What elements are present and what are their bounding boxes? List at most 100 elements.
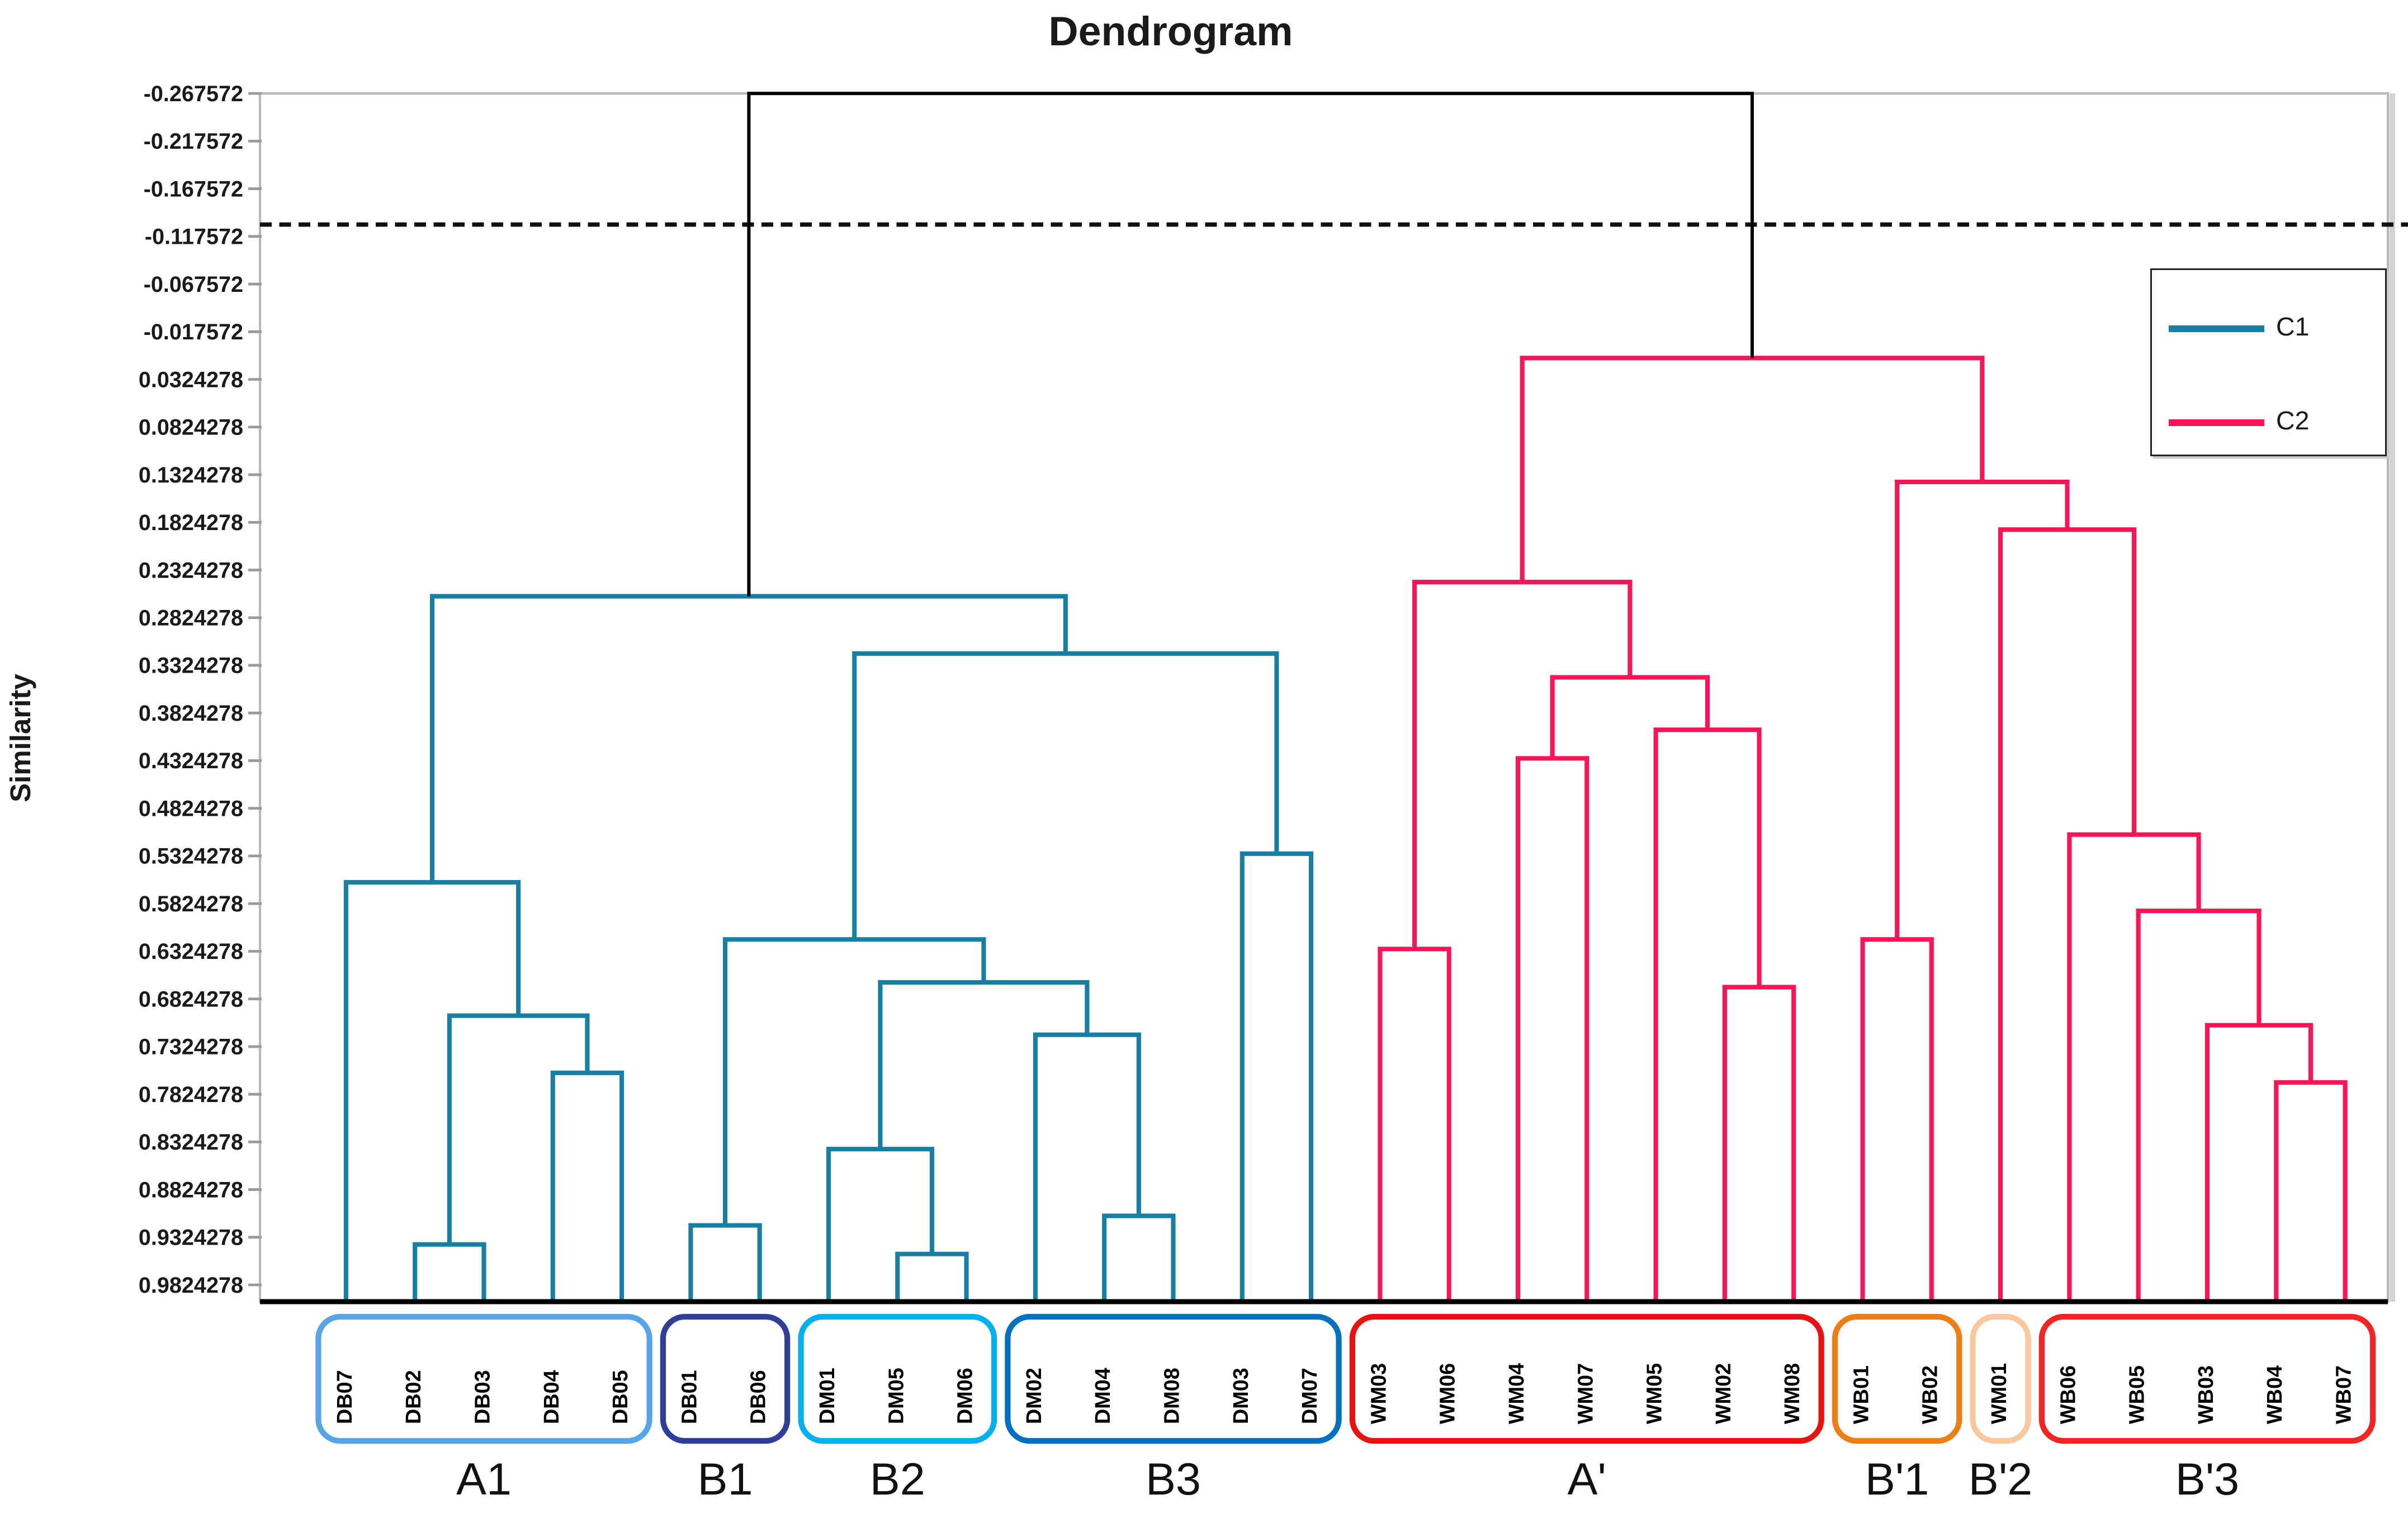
leaf-label: DB02 bbox=[402, 1370, 425, 1424]
y-tick-label: 0.6824278 bbox=[139, 987, 243, 1011]
group-label-A': A' bbox=[1568, 1454, 1606, 1505]
y-tick-label: 0.1324278 bbox=[139, 463, 243, 488]
dendrogram-link-m20 bbox=[1412, 579, 1633, 949]
dendrogram-link-m8 bbox=[1102, 1213, 1176, 1302]
dendrogram-link-m4 bbox=[343, 880, 521, 1302]
legend-label-c1: C1 bbox=[2276, 314, 2310, 342]
dendrogram-link-m2 bbox=[550, 1070, 625, 1302]
leaf-label: DM03 bbox=[1229, 1368, 1253, 1424]
group-label-B'3: B'3 bbox=[2175, 1454, 2240, 1505]
y-tick-label: 0.4824278 bbox=[139, 796, 243, 821]
y-tick-label: 0.0324278 bbox=[139, 367, 243, 392]
legend-item-c2: C2 bbox=[2152, 406, 2385, 439]
dendrogram-link-m25 bbox=[2067, 832, 2201, 1302]
dendrogram-link-m22 bbox=[2274, 1080, 2348, 1302]
y-tick-label: 0.5824278 bbox=[139, 892, 243, 916]
group-label-B2: B2 bbox=[870, 1454, 925, 1505]
dendrogram-link-m28 bbox=[1520, 356, 1985, 582]
y-tick-label: 0.8324278 bbox=[139, 1130, 243, 1155]
leaf-label: WM02 bbox=[1712, 1363, 1735, 1424]
leaf-label: WB04 bbox=[2263, 1365, 2287, 1424]
group-label-B'2: B'2 bbox=[1969, 1454, 2033, 1505]
leaf-label: DB06 bbox=[747, 1370, 770, 1424]
y-tick-label: -0.017572 bbox=[144, 320, 243, 344]
group-label-B1: B1 bbox=[698, 1454, 753, 1505]
leaf-label: WM08 bbox=[1781, 1363, 1804, 1424]
group-box-B'3 bbox=[2038, 1313, 2376, 1444]
group-box-B2 bbox=[798, 1313, 997, 1444]
dendrogram-link-m5 bbox=[688, 1223, 762, 1302]
leaf-label: DB01 bbox=[678, 1370, 701, 1424]
leaf-label: WM04 bbox=[1505, 1363, 1529, 1424]
group-box-A' bbox=[1349, 1313, 1824, 1444]
group-label-A1: A1 bbox=[456, 1454, 512, 1505]
dendrogram-link-m9 bbox=[1033, 1032, 1141, 1302]
y-tick-label: 0.3824278 bbox=[139, 701, 243, 726]
dendrogram-link-m13 bbox=[852, 651, 1279, 940]
dendrogram-link-m27 bbox=[1895, 479, 2070, 940]
y-tick-label: 0.4324278 bbox=[139, 749, 243, 773]
y-tick-label: -0.167572 bbox=[144, 177, 243, 201]
y-tick-label: 0.7324278 bbox=[139, 1035, 243, 1060]
dendrogram-link-m24 bbox=[2136, 908, 2262, 1302]
dendrogram-link-m1 bbox=[413, 1242, 486, 1302]
leaf-label: DB05 bbox=[609, 1370, 632, 1424]
leaf-label: WB05 bbox=[2126, 1365, 2149, 1424]
leaf-label: WM06 bbox=[1436, 1363, 1460, 1424]
group-box-B1 bbox=[660, 1313, 791, 1444]
dendrogram-link-m14 bbox=[429, 594, 1068, 882]
dendrogram-link-m6 bbox=[895, 1251, 969, 1302]
leaf-label: DB03 bbox=[471, 1370, 494, 1424]
dendrogram-link-m19 bbox=[1550, 675, 1710, 759]
leaf-label: WM01 bbox=[1988, 1363, 2011, 1424]
y-tick-label: 0.9824278 bbox=[139, 1273, 243, 1298]
leaf-label: WB01 bbox=[1849, 1365, 1873, 1424]
leaf-label: DM02 bbox=[1023, 1368, 1046, 1424]
y-tick-label: 0.2824278 bbox=[139, 606, 243, 631]
leaf-label: WB03 bbox=[2194, 1365, 2218, 1424]
dendrogram-link-m23 bbox=[2204, 1023, 2313, 1302]
legend: C1 C2 bbox=[2150, 268, 2387, 456]
leaf-label: DM05 bbox=[884, 1368, 908, 1424]
dendrogram-link-m3 bbox=[447, 1013, 590, 1245]
group-box-B'2 bbox=[1970, 1313, 2031, 1444]
leaf-label: DM06 bbox=[954, 1368, 977, 1424]
y-tick-label: 0.8824278 bbox=[139, 1178, 243, 1202]
leaf-label: WB07 bbox=[2333, 1365, 2356, 1424]
leaf-label: DB04 bbox=[540, 1370, 564, 1424]
leaf-label: WM07 bbox=[1574, 1363, 1597, 1424]
dendrogram-link-m12 bbox=[1240, 851, 1314, 1302]
dendrogram-link-m17 bbox=[1722, 985, 1796, 1302]
c2-line-swatch bbox=[2169, 419, 2264, 426]
y-tick-label: -0.117572 bbox=[145, 225, 243, 249]
y-tick-label: 0.0824278 bbox=[139, 415, 243, 440]
dendrogram-link-m21 bbox=[1860, 937, 1934, 1302]
dendrogram-link-m7 bbox=[826, 1147, 934, 1302]
y-tick-label: 0.3324278 bbox=[139, 654, 243, 678]
y-tick-label: 0.7824278 bbox=[139, 1082, 243, 1107]
leaf-label: WM05 bbox=[1643, 1363, 1667, 1424]
y-tick-label: -0.267572 bbox=[144, 82, 243, 106]
group-label-B3: B3 bbox=[1146, 1454, 1201, 1505]
y-axis-title: Similarity bbox=[5, 674, 37, 802]
dendrogram-link-m16 bbox=[1515, 756, 1589, 1302]
leaf-label: DM04 bbox=[1091, 1368, 1115, 1424]
group-box-B'1 bbox=[1832, 1313, 1962, 1444]
y-tick-label: 0.1824278 bbox=[139, 510, 243, 535]
leaf-label: DM08 bbox=[1160, 1368, 1184, 1424]
dendrogram-link-m15 bbox=[1378, 947, 1451, 1302]
dendrogram-link-m18 bbox=[1653, 727, 1762, 1302]
leaf-label: DB07 bbox=[333, 1370, 357, 1424]
dendrogram-link-m29 bbox=[747, 92, 1754, 597]
y-tick-label: 0.9324278 bbox=[139, 1226, 243, 1250]
y-tick-label: -0.067572 bbox=[144, 272, 243, 297]
y-tick-label: 0.5324278 bbox=[139, 844, 243, 869]
leaf-label: WM03 bbox=[1367, 1363, 1390, 1424]
dendrogram-link-m10 bbox=[878, 980, 1090, 1150]
y-tick-label: -0.217572 bbox=[144, 129, 243, 154]
y-tick-label: 0.2324278 bbox=[139, 558, 243, 583]
leaf-label: DM01 bbox=[816, 1368, 839, 1424]
chart-title: Dendrogram bbox=[1048, 10, 1293, 55]
